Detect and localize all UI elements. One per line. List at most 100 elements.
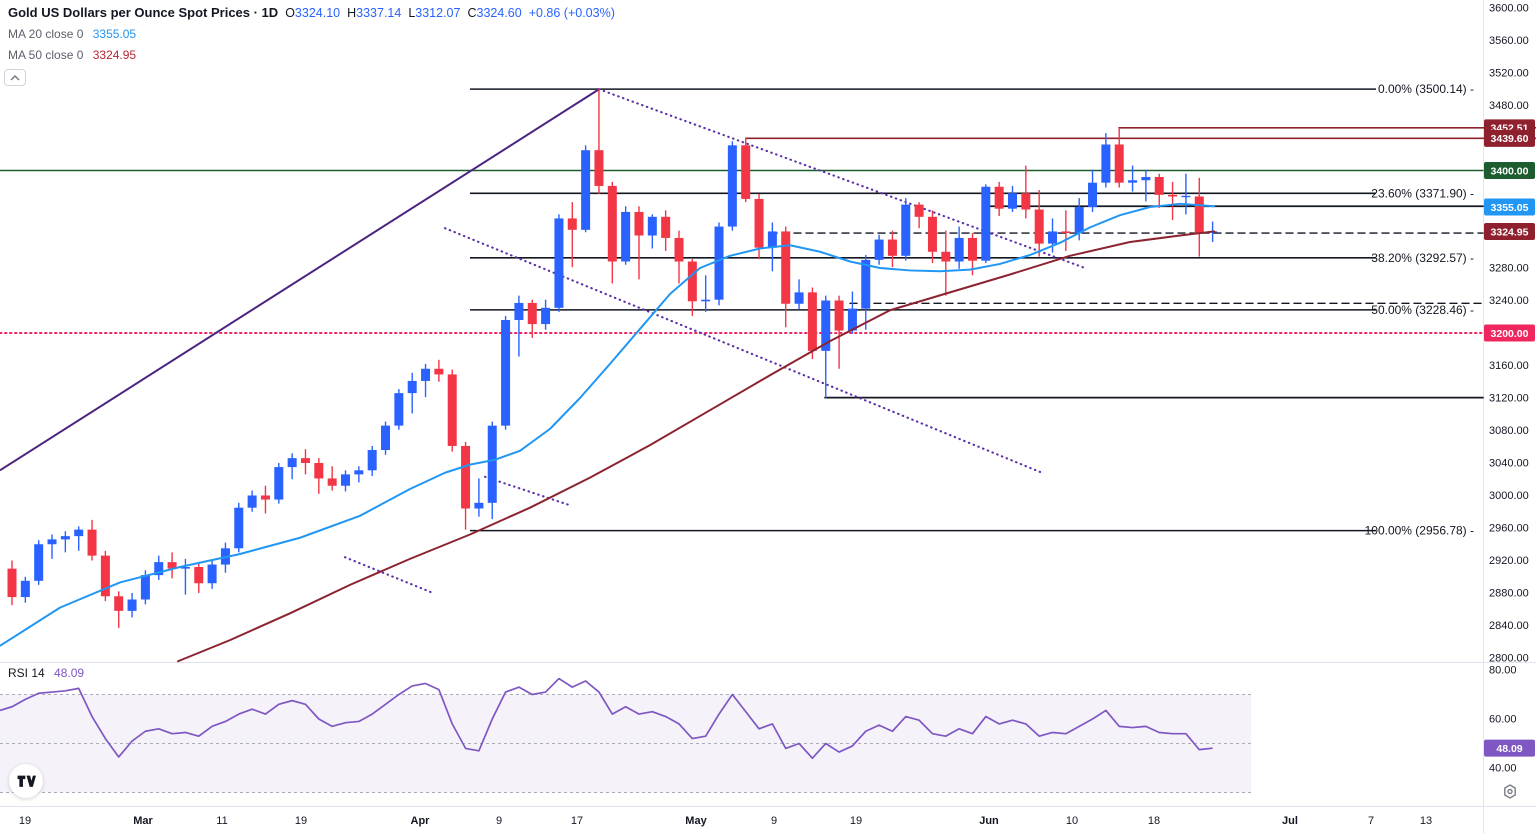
time-axis-label: 18 xyxy=(1148,815,1160,827)
time-axis-label: 7 xyxy=(1368,815,1374,827)
candle-body xyxy=(981,186,991,261)
candle-body xyxy=(1154,177,1164,195)
candle-body xyxy=(621,211,631,262)
candle-body xyxy=(501,320,511,426)
candle-body xyxy=(941,251,951,262)
candle-body xyxy=(901,204,911,256)
candle-body xyxy=(154,562,164,576)
price-badge-text: 3439.60 xyxy=(1491,133,1529,145)
rsi-axis-label: 40.00 xyxy=(1489,763,1517,775)
axis-settings-icon[interactable] xyxy=(1501,783,1519,801)
trendline-dotted[interactable] xyxy=(597,88,1087,270)
price-axis-label: 3040.00 xyxy=(1489,458,1529,470)
time-axis-label: 13 xyxy=(1420,815,1432,827)
candle-body xyxy=(927,216,937,252)
price-axis-label: 3080.00 xyxy=(1489,425,1529,437)
price-badge-bg xyxy=(1484,222,1535,240)
candle-body xyxy=(701,299,711,302)
symbol-title[interactable]: Gold US Dollars per Ounce Spot Prices · … xyxy=(8,5,279,20)
candle-body xyxy=(514,302,524,320)
time-axis-label: 11 xyxy=(216,815,227,827)
price-axis-label: 3160.00 xyxy=(1489,360,1529,372)
rsi-badge-text: 48.09 xyxy=(1496,743,1522,755)
candle-body xyxy=(74,529,84,537)
ohlc-high: H3337.14 xyxy=(347,6,402,20)
fib-level-label: 0.00% (3500.14) - xyxy=(1378,82,1474,96)
candle-body xyxy=(1141,177,1151,181)
price-axis-label: 3480.00 xyxy=(1489,100,1529,112)
trendline-solid[interactable] xyxy=(0,88,600,472)
price-axis-label: 3000.00 xyxy=(1489,490,1529,502)
candle-body xyxy=(727,145,737,227)
symbol-header: Gold US Dollars per Ounce Spot Prices · … xyxy=(8,5,615,20)
price-badge-bg xyxy=(1484,324,1535,342)
candle-body xyxy=(234,507,244,549)
candle-body xyxy=(1061,231,1071,234)
candle-body xyxy=(421,368,431,381)
time-axis-label: Apr xyxy=(411,815,431,827)
collapse-indicators-button[interactable] xyxy=(4,69,26,86)
tradingview-logo[interactable] xyxy=(9,764,43,798)
price-badge-text: 3200.00 xyxy=(1491,328,1529,340)
rsi-value: 48.09 xyxy=(54,666,85,680)
candle-body xyxy=(874,239,884,260)
trendline-dotted[interactable] xyxy=(343,556,435,595)
ma50-line[interactable] xyxy=(177,230,1215,663)
candle-body xyxy=(914,204,924,217)
ohlc-close: C3324.60 xyxy=(467,6,522,20)
price-badge: 3355.05 xyxy=(1484,198,1535,216)
candle-body xyxy=(647,216,657,236)
trendline-dotted[interactable] xyxy=(443,227,1044,474)
ma50-legend[interactable]: MA 50 close 0 3324.95 xyxy=(8,48,137,62)
candle-body xyxy=(954,237,964,262)
hexagon-dot-icon xyxy=(1504,784,1516,799)
time-axis-label: May xyxy=(685,815,707,827)
ma20-legend[interactable]: MA 20 close 0 3355.05 xyxy=(8,27,137,41)
candle-body xyxy=(381,425,391,450)
rsi-line[interactable] xyxy=(0,677,1213,760)
candle-body xyxy=(754,198,764,248)
rsi-legend[interactable]: RSI 14 48.09 xyxy=(8,666,85,680)
candle-body xyxy=(861,259,871,309)
candle-body xyxy=(741,145,751,199)
candle-body xyxy=(594,150,604,186)
rsi-badge-bg xyxy=(1484,739,1535,757)
price-badge: 3324.95 xyxy=(1484,222,1535,240)
candle-body xyxy=(1128,180,1138,183)
ohlc-change: +0.86 (+0.03%) xyxy=(528,6,615,20)
trendline-dotted[interactable] xyxy=(483,475,572,507)
candle-body xyxy=(474,502,484,509)
time-axis-label: Mar xyxy=(133,815,153,827)
candle-body xyxy=(274,467,284,500)
candle-body xyxy=(834,300,844,331)
time-axis-label: 10 xyxy=(1066,815,1078,827)
candle-body xyxy=(807,292,817,351)
candle-body xyxy=(34,544,44,581)
ma20-line[interactable] xyxy=(0,202,1215,647)
rsi-axis-label: 80.00 xyxy=(1489,665,1517,677)
ohlc-low: L3312.07 xyxy=(408,6,461,20)
price-axis-label: 3520.00 xyxy=(1489,68,1529,80)
candle-body xyxy=(114,596,124,611)
price-axis-label: 3600.00 xyxy=(1489,3,1529,15)
candle-body xyxy=(1101,144,1111,183)
ohlc-open: O3324.10 xyxy=(285,6,341,20)
candle-body xyxy=(327,478,337,486)
candlestick-series[interactable] xyxy=(7,89,1218,628)
price-badge-bg xyxy=(1484,162,1535,179)
candle-body xyxy=(487,425,497,503)
candle-body xyxy=(140,575,150,600)
candle-body xyxy=(1008,193,1017,209)
candle-body xyxy=(1088,182,1098,208)
candle-body xyxy=(634,211,644,236)
candle-body xyxy=(7,568,17,598)
price-axis-label: 2800.00 xyxy=(1489,653,1529,665)
fib-level-label: 50.00% (3228.46) - xyxy=(1371,303,1474,317)
candle-body xyxy=(554,218,564,308)
candle-body xyxy=(167,562,177,569)
candle-body xyxy=(967,237,977,261)
price-axis-label: 3120.00 xyxy=(1489,393,1529,405)
candle-body xyxy=(687,261,697,302)
candle-body xyxy=(527,302,537,325)
